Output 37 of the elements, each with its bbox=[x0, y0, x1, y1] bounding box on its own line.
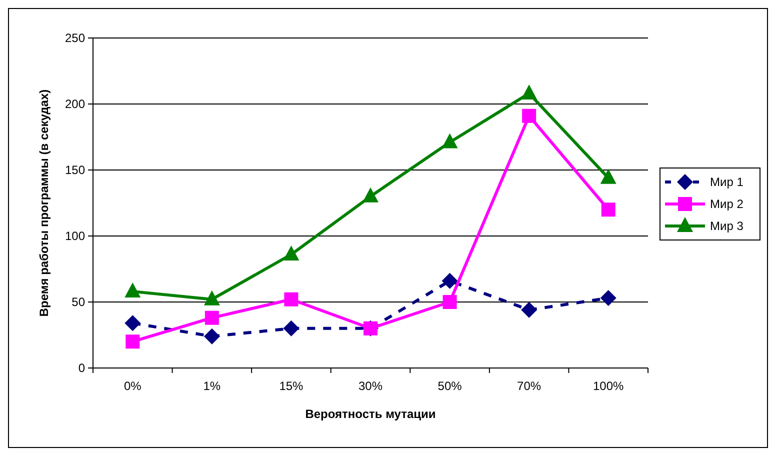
x-tick-label: 70% bbox=[517, 379, 542, 393]
x-tick-label: 50% bbox=[438, 379, 462, 393]
point bbox=[204, 328, 220, 344]
point bbox=[601, 202, 616, 217]
point bbox=[204, 290, 220, 306]
point bbox=[442, 272, 458, 289]
point bbox=[126, 334, 140, 349]
point bbox=[522, 108, 536, 123]
y-tick-label: 100 bbox=[64, 229, 86, 244]
legend-label: Мир 1 bbox=[710, 175, 744, 190]
legend-label: Мир 3 bbox=[710, 219, 744, 234]
legend-label: Мир 2 bbox=[710, 197, 744, 212]
y-tick-label: 200 bbox=[64, 97, 86, 112]
point bbox=[124, 315, 141, 332]
point bbox=[600, 168, 616, 184]
point bbox=[283, 245, 300, 260]
x-tick-label: 1% bbox=[203, 379, 221, 393]
point bbox=[521, 302, 538, 318]
point bbox=[283, 320, 300, 336]
point bbox=[362, 187, 378, 202]
x-tick-label: 30% bbox=[358, 379, 383, 393]
point bbox=[600, 290, 616, 306]
y-axis-title: Время работы программы (в секудах) bbox=[37, 89, 51, 317]
x-tick-label: 0% bbox=[124, 379, 142, 393]
point bbox=[284, 292, 298, 306]
y-tick-label: 50 bbox=[72, 295, 86, 310]
x-tick-label: 15% bbox=[279, 379, 304, 393]
y-tick-label: 0 bbox=[78, 361, 86, 376]
point bbox=[124, 282, 141, 298]
point bbox=[442, 295, 457, 309]
y-tick-label: 250 bbox=[64, 31, 86, 46]
point bbox=[204, 310, 219, 325]
point bbox=[442, 133, 458, 148]
point bbox=[521, 84, 538, 100]
y-tick-label: 150 bbox=[64, 163, 86, 178]
x-axis-title: Вероятность мутации bbox=[305, 407, 436, 421]
x-tick-label: 100% bbox=[593, 379, 624, 393]
